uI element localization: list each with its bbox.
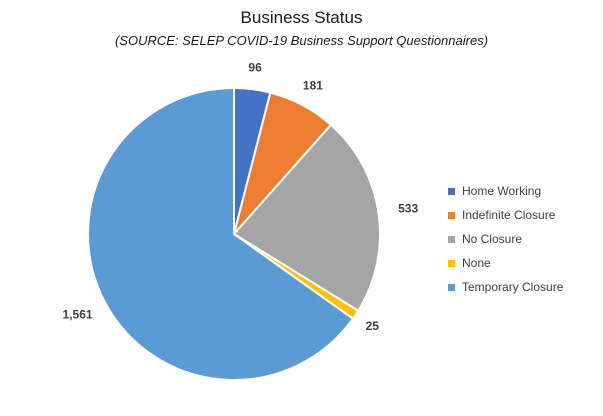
- data-label-home-working: 96: [248, 60, 262, 74]
- pie-slice-temporary-closure: [87, 86, 355, 381]
- data-label-indefinite-closure: 181: [303, 79, 323, 93]
- legend-swatch: [448, 283, 455, 291]
- legend-swatch: [448, 235, 455, 243]
- legend-label: Indefinite Closure: [462, 208, 556, 222]
- legend-item-none: None: [448, 251, 563, 275]
- legend-item-home-working: Home Working: [448, 179, 563, 203]
- legend-label: Home Working: [462, 184, 542, 198]
- legend-label: Temporary Closure: [462, 280, 564, 294]
- legend-swatch: [448, 259, 455, 267]
- chart-legend: Home Working Indefinite Closure No Closure…: [448, 179, 563, 299]
- legend-swatch: [448, 211, 455, 219]
- chart-subtitle: (SOURCE: SELEP COVID-19 Business Support…: [114, 33, 489, 48]
- legend-item-no-closure: No Closure: [448, 227, 563, 251]
- legend-label: None: [462, 256, 491, 270]
- legend-item-temporary-closure: Temporary Closure: [448, 275, 563, 299]
- legend-item-indefinite-closure: Indefinite Closure: [448, 203, 563, 227]
- data-label-no-closure: 533: [398, 201, 418, 215]
- chart-title: Business Status: [240, 8, 363, 27]
- pie-slice-no-closure: [232, 123, 381, 313]
- legend-label: No Closure: [462, 232, 523, 246]
- data-label-none: 25: [366, 319, 380, 333]
- legend-swatch: [448, 187, 455, 195]
- data-label-temporary-closure: 1,561: [63, 308, 93, 322]
